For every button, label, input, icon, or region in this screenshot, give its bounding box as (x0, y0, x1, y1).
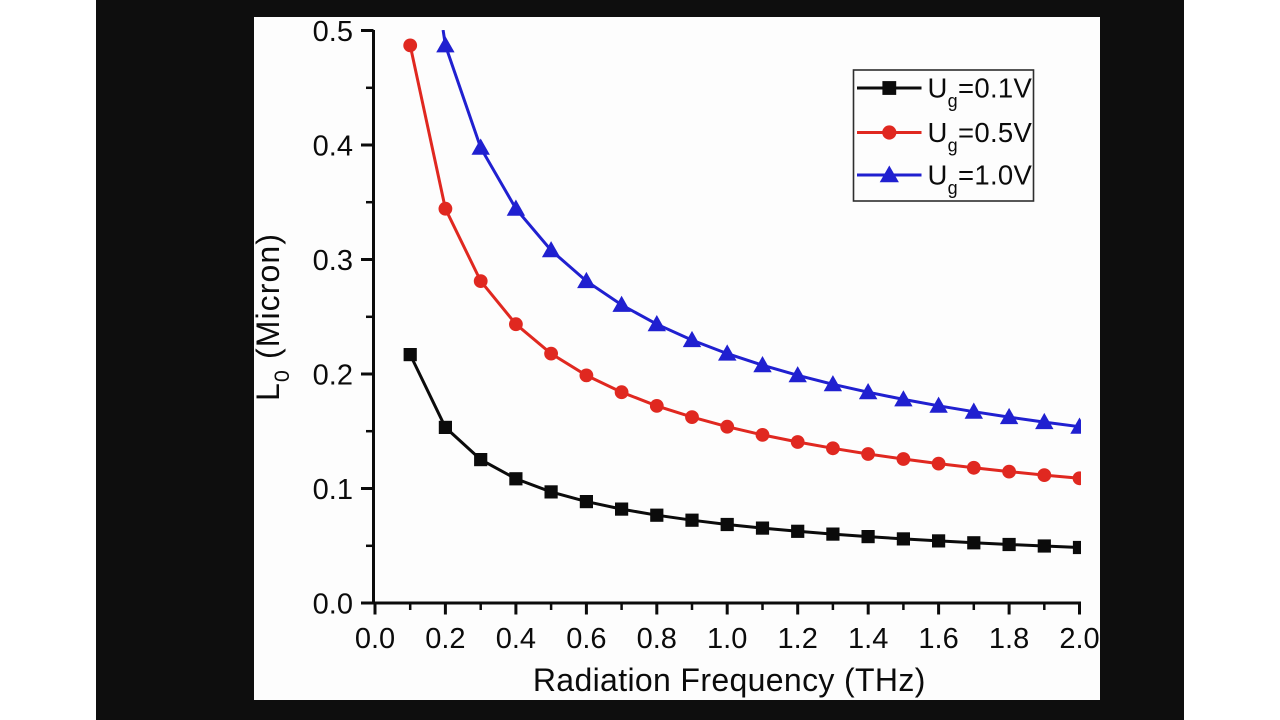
svg-text:0.4: 0.4 (313, 130, 353, 162)
svg-text:0.5: 0.5 (313, 16, 353, 48)
svg-text:0.6: 0.6 (566, 623, 606, 655)
svg-text:0.1: 0.1 (313, 474, 353, 506)
svg-text:0.0: 0.0 (355, 623, 395, 655)
svg-text:0.2: 0.2 (313, 359, 353, 391)
svg-text:1.6: 1.6 (918, 623, 958, 655)
svg-text:0.4: 0.4 (496, 623, 536, 655)
svg-text:1.4: 1.4 (848, 623, 888, 655)
svg-text:1.8: 1.8 (989, 623, 1029, 655)
svg-text:1.2: 1.2 (778, 623, 818, 655)
svg-text:0.3: 0.3 (313, 245, 353, 277)
svg-text:Radiation Frequency (THz): Radiation Frequency (THz) (533, 662, 926, 698)
svg-text:0.2: 0.2 (425, 623, 465, 655)
svg-text:0.0: 0.0 (313, 588, 353, 620)
svg-text:1.0: 1.0 (707, 623, 747, 655)
svg-text:0.8: 0.8 (637, 623, 677, 655)
svg-text:2.0: 2.0 (1059, 623, 1099, 655)
